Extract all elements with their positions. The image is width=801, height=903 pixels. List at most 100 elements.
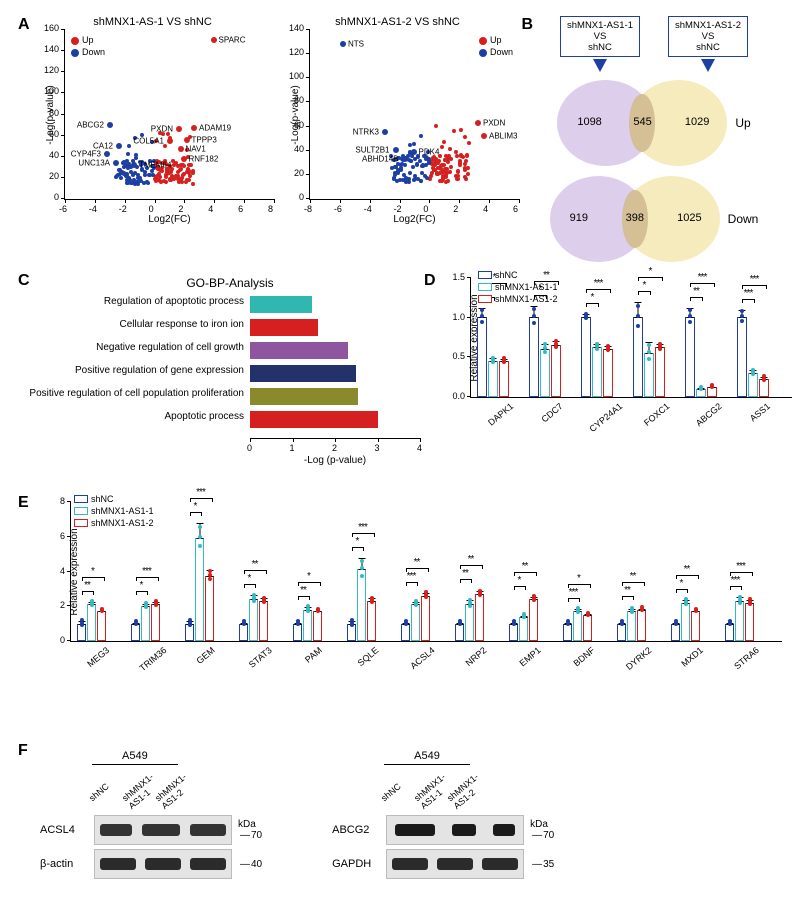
bar (455, 624, 464, 642)
bar (195, 538, 204, 641)
blot-band (142, 824, 180, 836)
blot-membrane (386, 849, 524, 879)
blot-block-ACSL4: A549shNCshMNX1-AS1-1shMNX1-AS1-2ACSL4kDa… (40, 746, 262, 879)
gene-label-ABCG2: ABCG2 (77, 120, 104, 129)
bar (151, 604, 160, 641)
panel-c: GO-BP-AnalysisRegulation of apoptotic pr… (40, 276, 420, 439)
y-axis-label: -Log(p-value) (45, 85, 56, 144)
gene-point-ABHD14B (402, 156, 408, 162)
go-bar (250, 365, 356, 382)
bar-group-FOXC1 (633, 317, 665, 397)
bar (239, 624, 248, 642)
x-tick-label: CYP24A1 (587, 401, 624, 434)
venn-row-up: 10985451029Up (529, 80, 779, 166)
venn-left-count: 919 (570, 212, 588, 224)
x-tick-label: PAM (303, 645, 324, 665)
gene-point-PXDN (176, 126, 182, 132)
blot-band (395, 824, 435, 836)
kda-label: kDa (530, 819, 548, 830)
bar-group-DYRK2 (617, 610, 646, 642)
blot-membrane (94, 849, 232, 879)
blot-molecular-weight: 70 (238, 830, 262, 841)
bar (87, 604, 96, 641)
bar (259, 601, 268, 641)
legend-label: shNC (91, 494, 114, 504)
legend-label: shNC (495, 270, 518, 280)
x-tick-label: DYRK2 (624, 645, 653, 672)
bar-group-STRA6 (725, 601, 754, 641)
gene-label-PXDN: PXDN (151, 124, 173, 133)
volcano-axes: UpDown020406080100120140-8-6-4-20246-Log… (309, 30, 519, 200)
bar (499, 361, 509, 397)
bar (592, 347, 602, 397)
gene-label-TMEM64: TMEM64 (139, 161, 171, 170)
blot-membrane (386, 815, 524, 845)
lane-label: shNC (379, 774, 418, 811)
blot-protein-name: ACSL4 (40, 824, 88, 836)
venn-head-box-0: shMNX1-AS1-1VSshNC (560, 16, 640, 57)
bar-group-DAPK1 (477, 317, 509, 397)
gene-label-NTS: NTS (348, 39, 364, 48)
blot-band (145, 858, 181, 870)
bar (563, 624, 572, 642)
volcano-title: shMNX1-AS1-2 VS shNC (285, 16, 510, 28)
legend: shNCshMNX1-AS1-1shMNX1-AS1-2 (74, 494, 154, 528)
x-tick-label: ASS1 (748, 401, 772, 423)
bar-group-MXD1 (671, 603, 700, 642)
blot-band (190, 824, 226, 836)
gene-label-ADAM19: ADAM19 (199, 123, 231, 132)
panel-e: Relative expression02468MEG3***TRIM36***… (40, 498, 790, 642)
venn-mid-count: 398 (626, 212, 644, 224)
blot-loading-name: β-actin (40, 858, 88, 870)
bar-group-SQLE (347, 569, 376, 641)
venn-row-down: 9193981025Down (529, 176, 779, 262)
gene-point-TMEM64 (131, 162, 137, 168)
x-tick-label: EMP1 (517, 645, 542, 668)
gene-point-ABCG2 (107, 122, 113, 128)
gene-label-ABLIM3: ABLIM3 (489, 131, 517, 140)
x-tick-label: STRA6 (732, 645, 761, 671)
gene-label-PDK4: PDK4 (419, 147, 440, 156)
bar (97, 611, 106, 641)
bar (617, 624, 626, 642)
x-axis-label: Log2(FC) (393, 214, 435, 225)
bar-group-MEG3 (77, 604, 106, 641)
go-x-axis-label: -Log (p-value) (304, 455, 366, 466)
bar-group-CYP24A1 (581, 317, 613, 397)
go-bar (250, 296, 312, 313)
x-axis-label: Log2(FC) (148, 214, 190, 225)
gene-label-TPPP3: TPPP3 (192, 135, 217, 144)
bar (581, 317, 591, 397)
volcano-plot-1: shMNX1-AS1-2 VS shNCUpDown02040608010012… (285, 16, 510, 200)
legend-label: shMNX1-AS1-1 (91, 506, 154, 516)
blot-membrane (94, 815, 232, 845)
go-bar (250, 319, 318, 336)
bar (644, 353, 654, 397)
bar (573, 611, 582, 641)
bar (205, 576, 214, 641)
x-tick-label: CDC7 (539, 401, 564, 424)
gene-label-NTRK3: NTRK3 (353, 128, 379, 137)
gene-point-ADAM19 (191, 125, 197, 131)
panel-label-e: E (18, 494, 29, 512)
bar (488, 361, 498, 397)
gene-point-SPARC (211, 37, 217, 43)
panel-label-d: D (424, 272, 436, 290)
go-bar-label: Positive regulation of gene expression (75, 365, 244, 376)
venn-right-count: 1029 (685, 116, 709, 128)
lane-label: shMNX1-AS1-2 (445, 774, 484, 811)
blot-band (482, 858, 518, 870)
bar (367, 601, 376, 641)
bar (737, 317, 747, 397)
x-tick-label: DAPK1 (486, 401, 515, 428)
volcano-legend: UpDown (71, 34, 105, 58)
y-axis-label: Relative expression (69, 528, 80, 615)
bar (313, 611, 322, 641)
bar-group-ACSL4 (401, 596, 430, 642)
volcano-title: shMNX1-AS-1 VS shNC (40, 16, 265, 28)
gene-point-TPPP3 (184, 137, 190, 143)
lane-label: shNC (87, 774, 126, 811)
bar (540, 349, 550, 397)
go-bar-label: Positive regulation of cell population p… (29, 388, 244, 399)
gene-label-ABHD14B: ABHD14B (362, 154, 398, 163)
